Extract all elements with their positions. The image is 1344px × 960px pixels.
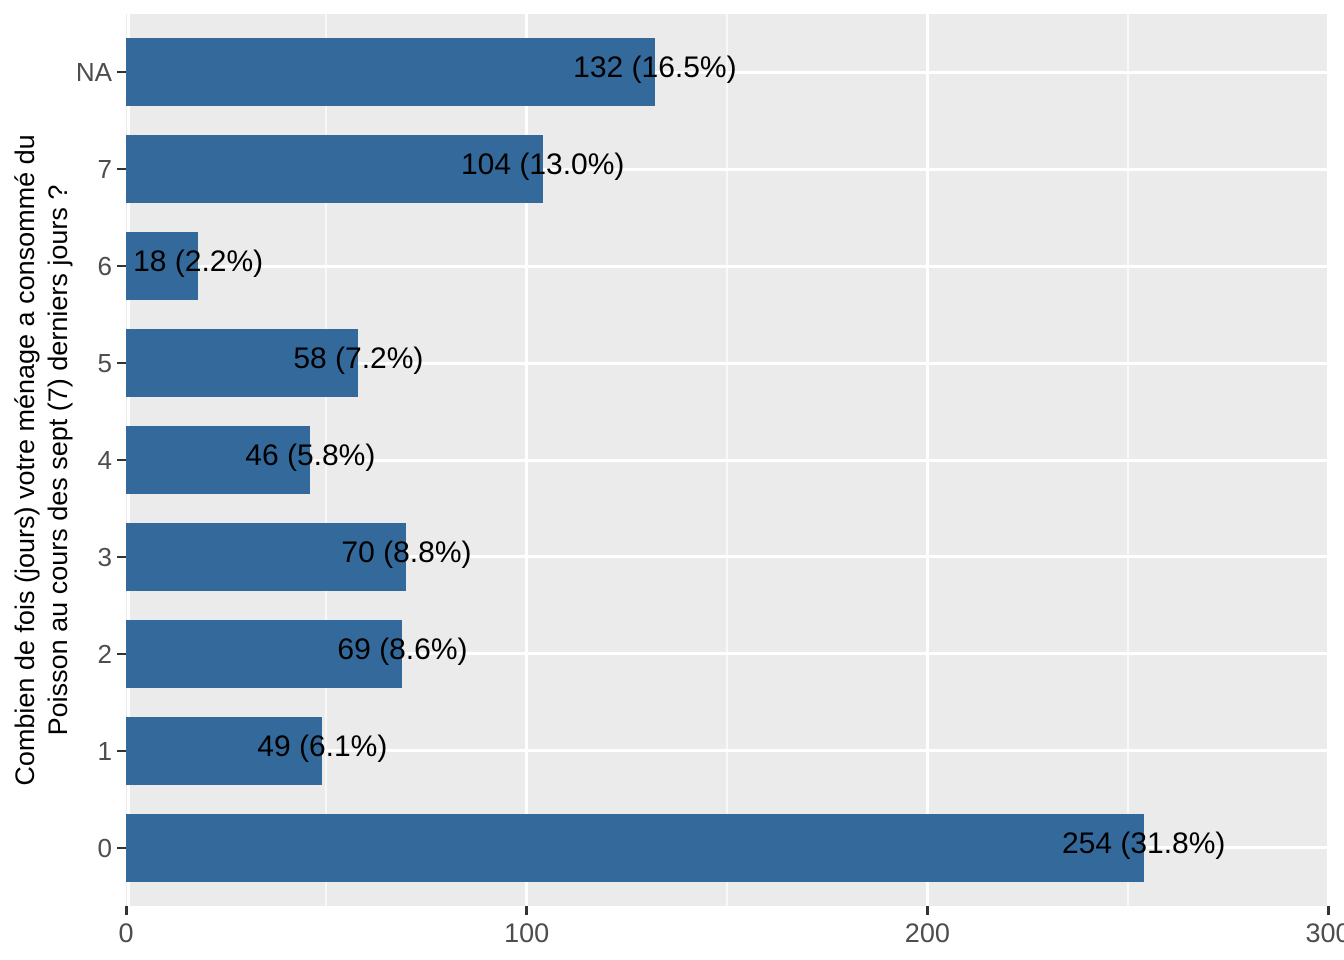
x-tick-label: 200 [904, 918, 950, 948]
y-axis-title-line1: Combien de fois (jours) votre ménage a c… [10, 134, 40, 786]
gridline-major-horizontal [126, 167, 1329, 171]
x-tick-mark [124, 906, 128, 915]
bar-value-label: 18 (2.2%) [133, 245, 264, 279]
y-tick-label: 7 [97, 154, 112, 185]
bar-value-label: 132 (16.5%) [573, 51, 737, 85]
bar-7 [126, 135, 543, 204]
y-tick-label: 0 [97, 832, 112, 863]
bar-NA [126, 38, 655, 107]
x-tick-mark [1326, 906, 1330, 915]
bar-4 [126, 426, 311, 494]
plot-panel [126, 14, 1329, 906]
bar-value-label: 49 (6.1%) [257, 729, 388, 763]
y-tick-label: 1 [97, 735, 112, 766]
x-tick-label: 300 [1305, 918, 1344, 948]
y-tick-mark [117, 749, 126, 752]
y-tick-label: 6 [97, 251, 112, 282]
bar-value-label: 46 (5.8%) [245, 439, 376, 472]
y-tick-mark [117, 71, 126, 74]
bar-value-label: 70 (8.8%) [341, 535, 472, 569]
y-tick-label: 5 [97, 348, 112, 379]
y-axis-title-line2: Poisson au cours des sept (7) derniers j… [43, 184, 73, 736]
y-axis-title: Combien de fois (jours) votre ménage a c… [9, 14, 75, 906]
bar-5 [126, 329, 359, 397]
bar-1 [126, 716, 323, 785]
bar-value-label: 58 (7.2%) [293, 342, 424, 376]
x-tick-label: 100 [504, 918, 550, 948]
bar-value-label: 104 (13.0%) [460, 148, 625, 182]
bar-6 [126, 232, 199, 300]
gridline-major-horizontal [126, 70, 1329, 74]
gridline-major-horizontal [126, 555, 1329, 559]
y-tick-label: 3 [97, 541, 112, 572]
bar-0 [126, 813, 1144, 882]
x-tick-mark [525, 906, 529, 915]
gridline-major-horizontal [126, 652, 1329, 656]
y-tick-mark [117, 459, 126, 461]
gridline-major-horizontal [126, 749, 1329, 753]
y-tick-mark [117, 265, 126, 268]
gridline-major-horizontal [126, 361, 1329, 365]
bar-value-label: 69 (8.6%) [337, 632, 468, 666]
x-tick-label: 0 [118, 918, 134, 948]
y-tick-mark [117, 168, 126, 171]
y-tick-mark [117, 362, 126, 365]
gridline-major-horizontal [126, 458, 1329, 462]
bar-value-label: 254 (31.8%) [1061, 826, 1226, 860]
bar-2 [126, 619, 403, 688]
y-tick-label: NA [75, 57, 112, 88]
y-tick-label: 4 [97, 445, 112, 475]
bar-3 [126, 523, 407, 591]
y-tick-mark [117, 652, 126, 655]
y-tick-label: 2 [97, 638, 112, 669]
gridline-major-horizontal [126, 264, 1329, 268]
y-tick-mark [117, 555, 126, 558]
x-tick-mark [925, 906, 929, 915]
y-tick-mark [117, 846, 126, 849]
